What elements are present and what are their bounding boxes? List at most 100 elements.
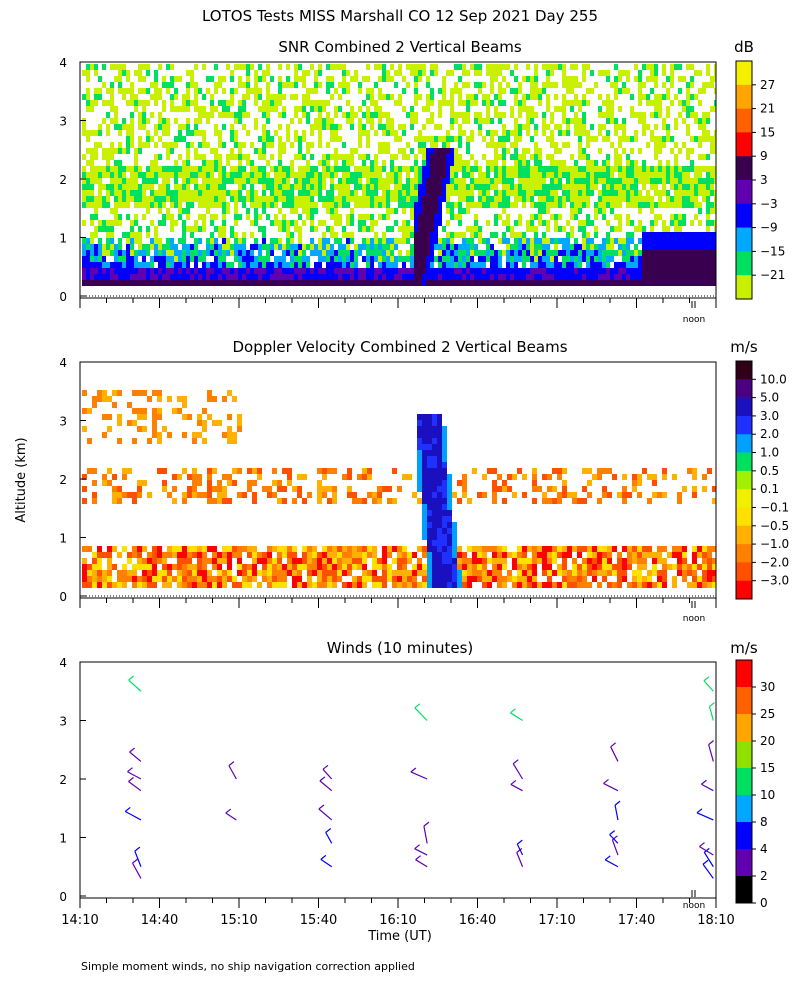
velocity-cell bbox=[282, 570, 287, 576]
snr-cell bbox=[594, 178, 598, 184]
snr-cell bbox=[178, 190, 182, 196]
velocity-cell bbox=[502, 486, 507, 492]
snr-cell bbox=[158, 202, 162, 208]
snr-cell bbox=[678, 214, 682, 220]
snr-cell bbox=[710, 82, 714, 88]
snr-cell bbox=[234, 238, 238, 244]
snr-cell bbox=[646, 94, 650, 100]
snr-cell bbox=[198, 238, 202, 244]
snr-cell bbox=[94, 64, 98, 70]
velocity-cell bbox=[387, 570, 392, 576]
snr-cell bbox=[546, 82, 550, 88]
snr-cell bbox=[382, 130, 386, 136]
velocity-cell bbox=[217, 582, 222, 588]
snr-cell bbox=[114, 184, 118, 190]
snr-cell bbox=[118, 76, 122, 82]
velocity-cell bbox=[387, 498, 392, 504]
snr-cell bbox=[502, 208, 506, 214]
snr-cell bbox=[610, 172, 614, 178]
snr-cell bbox=[498, 190, 502, 196]
snr-cell bbox=[102, 244, 106, 250]
snr-cell bbox=[234, 250, 238, 256]
snr-cell bbox=[550, 274, 554, 280]
snr-cell bbox=[542, 232, 546, 238]
velocity-cell bbox=[142, 576, 147, 582]
velocity-cell bbox=[332, 576, 337, 582]
snr-cell bbox=[178, 214, 182, 220]
snr-cell bbox=[270, 76, 274, 82]
snr-cell bbox=[326, 268, 330, 274]
velocity-cell bbox=[322, 546, 327, 552]
snr-cell bbox=[578, 154, 582, 160]
snr-cell bbox=[502, 184, 506, 190]
snr-cell bbox=[394, 262, 398, 268]
snr-cell bbox=[286, 166, 290, 172]
snr-cell bbox=[90, 160, 94, 166]
snr-cell bbox=[626, 154, 630, 160]
snr-cell bbox=[462, 178, 466, 184]
snr-cell bbox=[554, 142, 558, 148]
snr-cell bbox=[434, 238, 438, 244]
velocity-cell bbox=[512, 474, 517, 480]
velocity-cell bbox=[202, 576, 207, 582]
snr-cell bbox=[618, 124, 622, 130]
snr-cell bbox=[298, 142, 302, 148]
velocity-cell bbox=[377, 576, 382, 582]
snr-cell bbox=[622, 88, 626, 94]
snr-cell bbox=[714, 274, 716, 280]
snr-cell bbox=[414, 232, 418, 238]
snr-cell bbox=[602, 256, 606, 262]
snr-cell bbox=[694, 166, 698, 172]
velocity-cell bbox=[337, 564, 342, 570]
snr-cell bbox=[466, 112, 470, 118]
snr-cell bbox=[650, 280, 654, 286]
snr-cell bbox=[714, 64, 716, 70]
snr-cell bbox=[686, 256, 690, 262]
snr-cell bbox=[694, 118, 698, 124]
snr-cell bbox=[678, 274, 682, 280]
snr-cell bbox=[370, 94, 374, 100]
velocity-cell bbox=[127, 558, 132, 564]
snr-cell bbox=[562, 256, 566, 262]
velocity-cell bbox=[327, 582, 332, 588]
snr-cell bbox=[502, 190, 506, 196]
snr-cell bbox=[550, 172, 554, 178]
snr-cell bbox=[126, 268, 130, 274]
snr-cell bbox=[586, 280, 590, 286]
snr-cell bbox=[194, 220, 198, 226]
snr-cell bbox=[682, 280, 686, 286]
snr-cell bbox=[578, 166, 582, 172]
snr-cell bbox=[278, 268, 282, 274]
snr-cell bbox=[170, 238, 174, 244]
snr-cell bbox=[434, 154, 438, 160]
snr-cell bbox=[126, 196, 130, 202]
velocity-cell bbox=[492, 576, 497, 582]
snr-cell bbox=[174, 94, 178, 100]
snr-cell bbox=[342, 112, 346, 118]
snr-cell bbox=[498, 274, 502, 280]
snr-cell bbox=[434, 274, 438, 280]
snr-cell bbox=[714, 76, 716, 82]
snr-cell bbox=[406, 202, 410, 208]
snr-cell bbox=[542, 172, 546, 178]
snr-cell bbox=[214, 244, 218, 250]
velocity-cell bbox=[217, 558, 222, 564]
snr-cell bbox=[570, 196, 574, 202]
snr-cell bbox=[646, 124, 650, 130]
snr-cell bbox=[94, 280, 98, 286]
snr-cell bbox=[170, 202, 174, 208]
snr-cell bbox=[338, 268, 342, 274]
snr-cell bbox=[618, 274, 622, 280]
velocity-cell bbox=[202, 558, 207, 564]
snr-colorbar-swatch bbox=[736, 108, 752, 133]
velocity-cell bbox=[242, 582, 247, 588]
snr-cell bbox=[682, 166, 686, 172]
velocity-cell bbox=[182, 396, 187, 402]
snr-cell bbox=[470, 250, 474, 256]
velocity-cell bbox=[467, 582, 472, 588]
velocity-cell bbox=[507, 474, 512, 480]
snr-cell bbox=[390, 238, 394, 244]
snr-cell bbox=[574, 64, 578, 70]
snr-cell bbox=[638, 238, 642, 244]
velocity-cell bbox=[152, 564, 157, 570]
